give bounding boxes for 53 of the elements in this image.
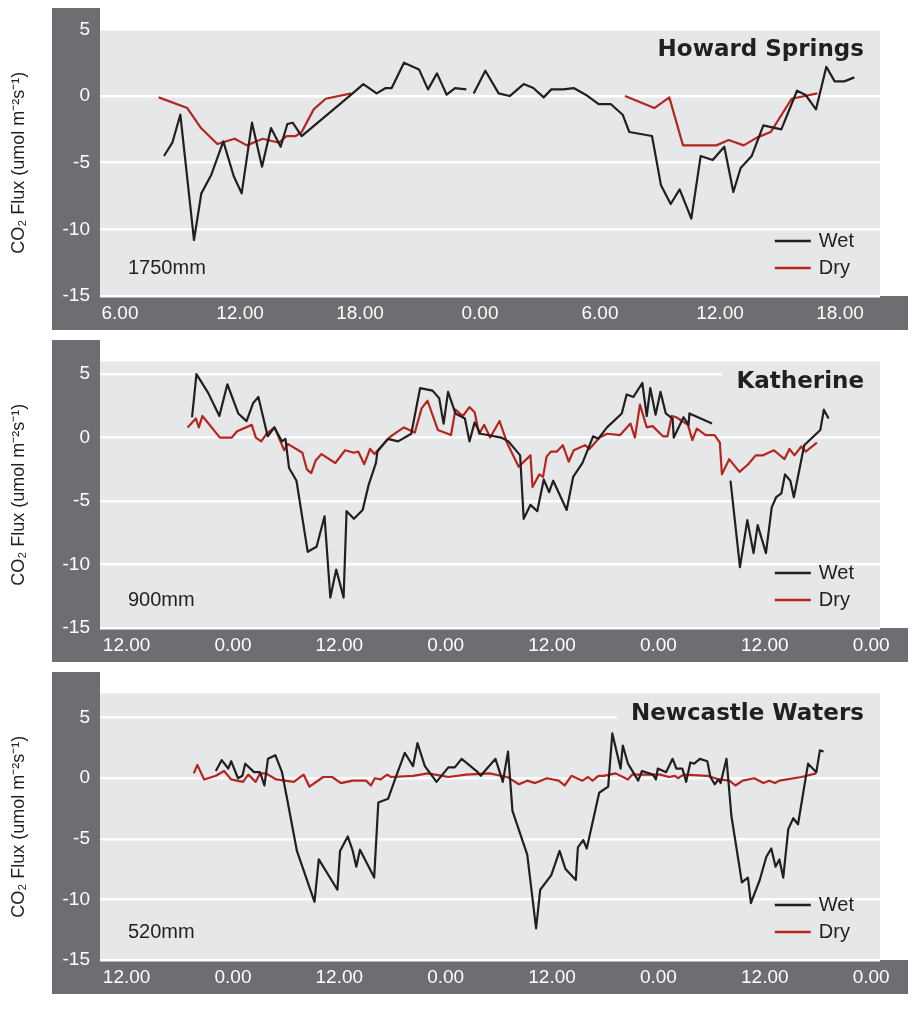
y-tick-label: -15 — [62, 284, 90, 306]
y-axis-title: CO₂ Flux (umol m⁻²s⁻¹) — [7, 735, 28, 918]
annotation: 900mm — [128, 587, 195, 610]
y-axis-title: CO₂ Flux (umol m⁻²s⁻¹) — [7, 403, 28, 586]
y-tick-label: -5 — [73, 827, 90, 849]
x-tick-label: 12.00 — [216, 301, 264, 323]
y-tick-label: 0 — [79, 766, 90, 788]
y-tick-label: 0 — [79, 425, 90, 447]
x-tick-label: 12.00 — [102, 965, 151, 987]
x-tick-label: 12.00 — [102, 633, 151, 655]
annotation: 520mm — [128, 919, 195, 942]
y-tick-label: -15 — [62, 948, 90, 970]
y-tick-label: 5 — [79, 705, 90, 727]
x-tick-label: 18.00 — [816, 301, 864, 323]
x-tick-label: 0.00 — [852, 965, 890, 987]
annotation: 1750mm — [128, 255, 206, 278]
x-tick-label: 0.00 — [214, 633, 252, 655]
x-tick-label: 0.00 — [427, 633, 465, 655]
y-tick-label: 5 — [79, 17, 90, 39]
y-tick-label: -5 — [73, 150, 90, 172]
legend-label: Dry — [818, 919, 850, 942]
x-tick-label: 18.00 — [336, 301, 384, 323]
legend-label: Wet — [818, 560, 855, 583]
x-tick-label: 0.00 — [214, 965, 252, 987]
legend-label: Dry — [818, 255, 850, 278]
x-tick-label: 12.00 — [315, 633, 364, 655]
y-tick-label: 5 — [79, 362, 90, 384]
x-tick-label: 12.00 — [528, 633, 576, 655]
y-tick-label: 0 — [79, 84, 90, 106]
x-tick-label: 6.00 — [101, 301, 139, 323]
x-tick-label: 12.00 — [696, 301, 744, 323]
x-tick-label: 0.00 — [461, 301, 499, 323]
x-tick-label: 12.00 — [528, 965, 576, 987]
x-tick-label: 12.00 — [741, 633, 789, 655]
x-tick-label: 0.00 — [639, 965, 677, 987]
x-tick-label: 12.00 — [315, 965, 364, 987]
x-tick-label: 6.00 — [581, 301, 619, 323]
legend-label: Wet — [818, 228, 855, 251]
x-tick-label: 0.00 — [639, 633, 677, 655]
y-tick-label: -15 — [62, 616, 90, 638]
x-tick-label: 0.00 — [852, 633, 890, 655]
chart-title: Howard Springs — [657, 35, 865, 62]
x-tick-label: 0.00 — [427, 965, 465, 987]
legend-label: Dry — [818, 587, 850, 610]
y-axis-title: CO₂ Flux (umol m⁻²s⁻¹) — [7, 71, 28, 254]
legend-label: Wet — [818, 892, 855, 915]
y-tick-label: -10 — [62, 552, 90, 574]
y-tick-label: -10 — [62, 887, 90, 909]
chart-title: Newcastle Waters — [630, 699, 864, 726]
x-tick-label: 12.00 — [741, 965, 789, 987]
chart-title: Katherine — [736, 367, 864, 394]
y-tick-label: -5 — [73, 489, 90, 511]
y-tick-label: -10 — [62, 217, 90, 239]
